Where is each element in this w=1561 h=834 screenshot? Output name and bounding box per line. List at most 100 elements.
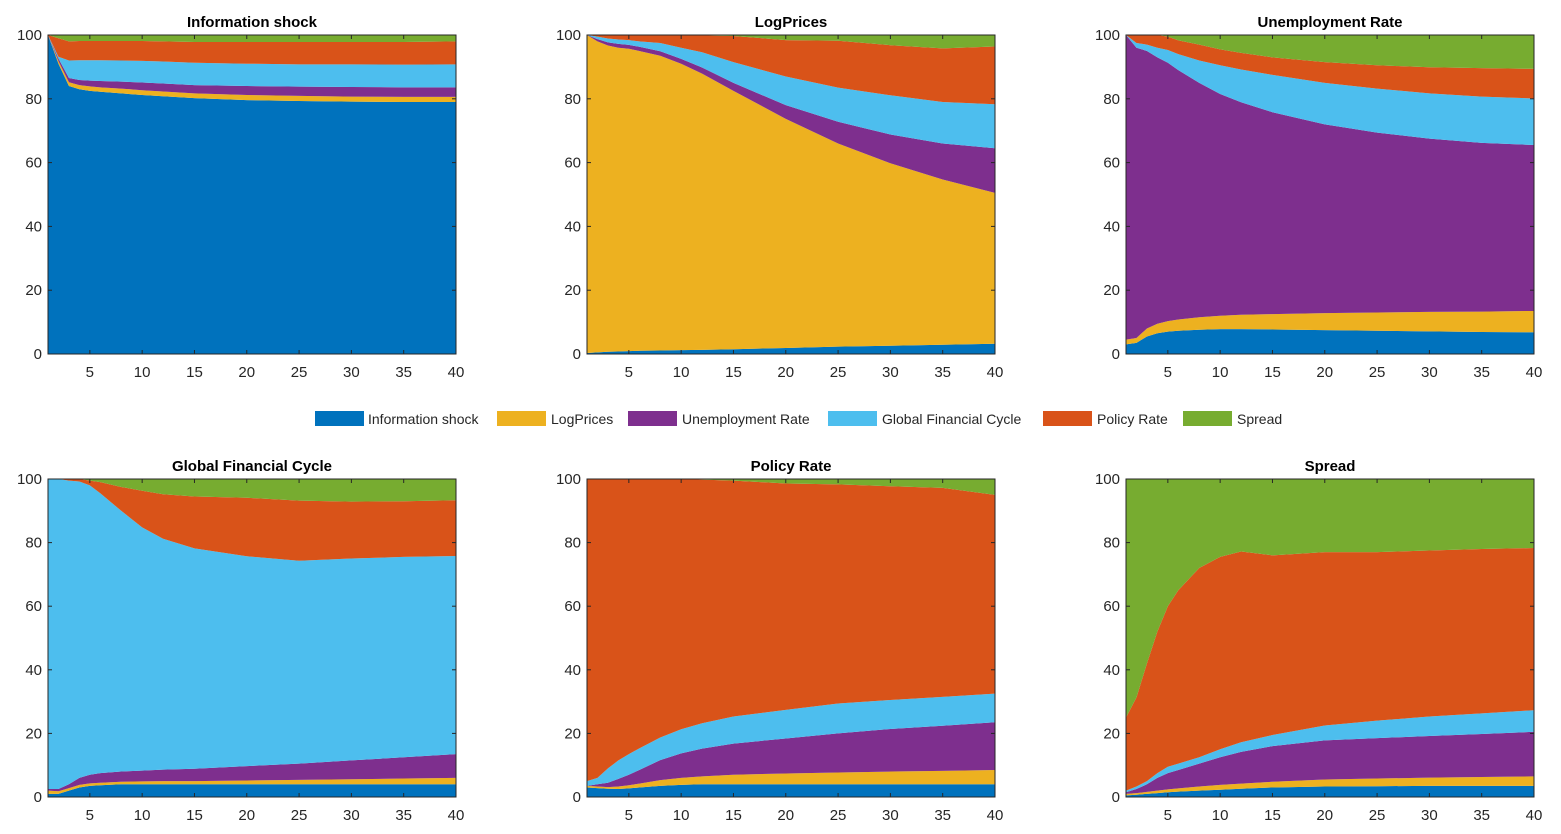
legend-item-unemployment-rate: Unemployment Rate [628,411,810,427]
x-tick-label: 15 [1264,364,1281,381]
area-information-shock [48,35,456,354]
x-tick-label: 10 [673,807,690,824]
y-tick-label: 100 [556,471,581,488]
area-logprices [587,769,995,790]
area-logprices [1126,776,1534,796]
y-tick-label: 100 [1095,27,1120,44]
y-tick-label: 100 [17,471,42,488]
x-tick-label: 20 [777,807,794,824]
stacked-areas [1126,479,1534,797]
legend-item-spread: Spread [1183,411,1282,427]
stacked-areas [587,479,995,797]
axes-box [586,478,996,798]
stacked-areas [48,479,456,797]
x-tick-label: 25 [1369,807,1386,824]
subplot-2: 5 10 15 20 25 30 35 40 0 20 40 60 80 100 LogPrices [556,14,1003,381]
area-unemployment-rate [48,754,456,792]
x-tick-label: 40 [448,807,465,824]
y-tick-label: 100 [1095,471,1120,488]
x-tick-label: 15 [725,807,742,824]
legend: Information shock LogPrices Unemployment R… [315,411,1282,427]
x-tick-label: 40 [987,807,1004,824]
x-tick-label: 25 [830,807,847,824]
y-tick-label: 60 [25,155,42,172]
legend-swatch [315,411,364,426]
area-policy-rate [1126,548,1534,791]
area-unemployment-rate [1126,731,1534,794]
y-tick-label: 0 [1112,346,1120,363]
x-tick-label: 20 [777,364,794,381]
x-tick-label: 25 [830,364,847,381]
area-unemployment-rate [587,722,995,788]
subplot-title: Information shock [187,14,318,31]
x-tick-label: 10 [134,807,151,824]
y-tick-label: 100 [17,27,42,44]
area-policy-rate [1126,35,1534,99]
x-tick-label: 35 [395,364,412,381]
legend-label: Policy Rate [1097,411,1168,427]
x-tick-label: 40 [1526,807,1543,824]
area-unemployment-rate [48,35,456,97]
x-tick-label: 30 [343,364,360,381]
x-tick-label: 20 [238,807,255,824]
y-tick-label: 60 [25,598,42,615]
area-global-financial-cycle [1126,710,1534,793]
x-tick-label: 5 [1164,807,1172,824]
x-tick-label: 25 [291,364,308,381]
x-tick-label: 35 [934,364,951,381]
legend-swatch [497,411,546,426]
y-tick-label: 20 [564,725,581,742]
area-policy-rate [587,35,995,105]
area-spread [48,35,456,43]
area-logprices [1126,310,1534,345]
legend-swatch [828,411,877,426]
y-tick-label: 80 [564,91,581,108]
area-information-shock [587,343,995,354]
x-tick-label: 40 [448,364,465,381]
y-tick-label: 20 [564,282,581,299]
area-policy-rate [587,479,995,782]
stacked-areas [1126,35,1534,354]
y-tick-label: 60 [1103,598,1120,615]
area-spread [48,479,456,502]
area-global-financial-cycle [48,479,456,790]
area-logprices [587,35,995,354]
subplot-1: 5 10 15 20 25 30 35 40 0 20 40 60 80 100 Information s… [17,14,464,381]
x-tick-label: 10 [134,364,151,381]
x-tick-label: 15 [186,364,203,381]
area-global-financial-cycle [587,693,995,786]
x-tick-label: 20 [238,364,255,381]
area-spread [1126,35,1534,69]
x-tick-label: 40 [1526,364,1543,381]
area-spread [1126,479,1534,718]
y-tick-label: 80 [1103,91,1120,108]
axes-box [47,34,457,355]
y-tick-label: 60 [1103,155,1120,172]
x-tick-label: 15 [186,807,203,824]
y-tick-label: 20 [1103,725,1120,742]
x-tick-label: 5 [86,364,94,381]
area-unemployment-rate [1126,35,1534,340]
y-tick-label: 20 [25,725,42,742]
subplot-6: 5 10 15 20 25 30 35 40 0 20 40 60 80 100 Spread [1095,458,1542,824]
area-global-financial-cycle [587,35,995,149]
y-tick-label: 0 [1112,789,1120,806]
y-tick-label: 40 [1103,218,1120,235]
x-tick-label: 15 [725,364,742,381]
axes-box [47,478,457,798]
y-tick-label: 0 [34,789,42,806]
x-tick-label: 25 [1369,364,1386,381]
legend-item-policy-rate: Policy Rate [1043,411,1168,427]
legend-item-logprices: LogPrices [497,411,613,427]
x-tick-label: 10 [673,364,690,381]
x-tick-label: 35 [1473,807,1490,824]
y-tick-label: 80 [564,535,581,552]
legend-label: LogPrices [551,411,613,427]
y-tick-label: 20 [25,282,42,299]
y-tick-label: 0 [573,346,581,363]
x-tick-label: 10 [1212,807,1229,824]
subplot-title: Unemployment Rate [1257,14,1402,31]
legend-swatch [1183,411,1232,426]
